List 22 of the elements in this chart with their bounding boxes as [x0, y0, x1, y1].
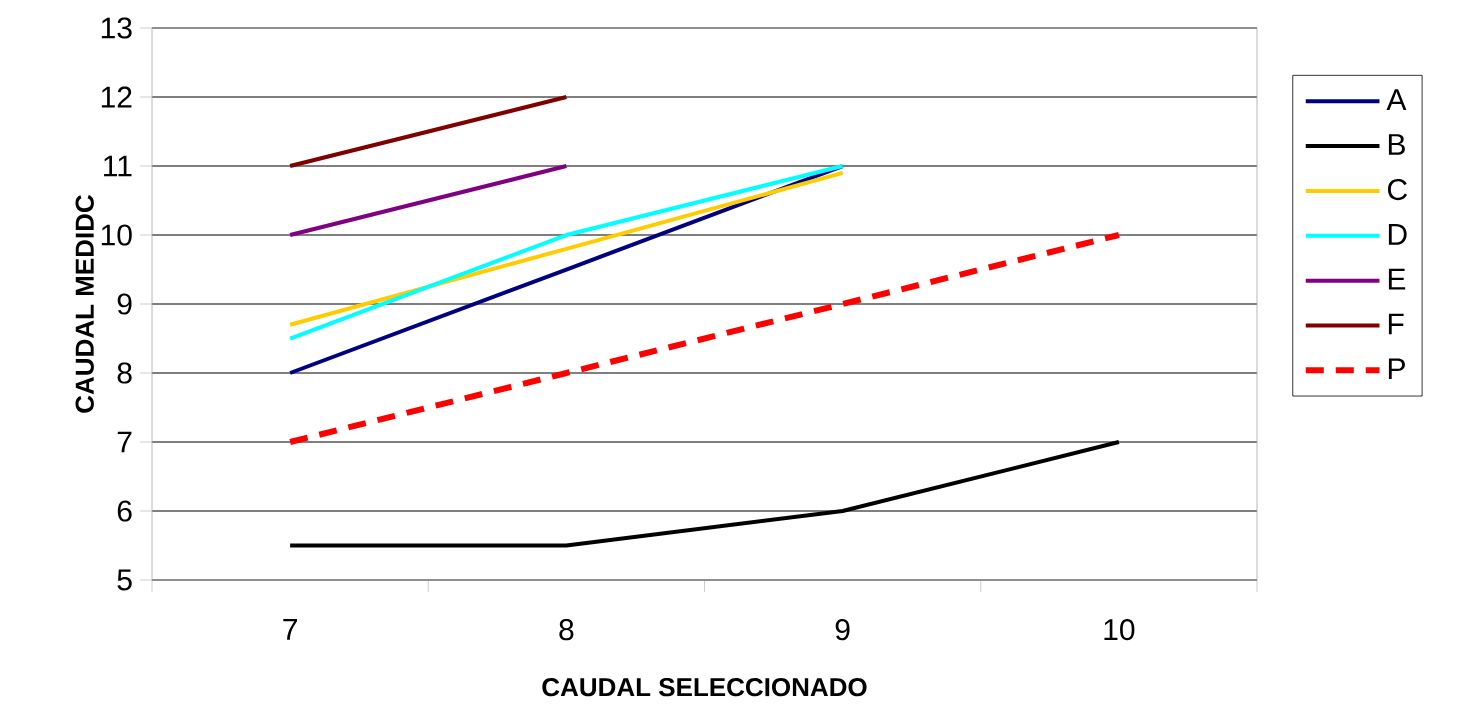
x-tick-label: 7 — [283, 619, 297, 640]
y-tick-label: 10 — [101, 224, 132, 246]
legend-label: C — [1387, 178, 1407, 201]
x-tick-label: 9 — [835, 619, 850, 641]
y-tick-label: 6 — [117, 500, 132, 522]
y-tick-label: 9 — [117, 293, 132, 315]
y-axis-title: CAUDAL MEDIDC — [75, 195, 94, 413]
legend-label: B — [1388, 134, 1405, 155]
x-tick-label: 10 — [1104, 619, 1135, 641]
legend-label: E — [1388, 268, 1406, 290]
x-tick-label: 8 — [559, 619, 574, 641]
legend-label: F — [1388, 313, 1404, 335]
legend-label: A — [1386, 89, 1407, 110]
y-tick-label: 7 — [117, 431, 132, 453]
y-tick-label: 8 — [117, 362, 132, 384]
y-tick-label: 11 — [104, 155, 132, 177]
legend-label: D — [1388, 224, 1407, 245]
y-tick-label: 12 — [101, 86, 132, 108]
legend-label: P — [1388, 358, 1405, 380]
x-axis-title: CAUDAL SELECCIONADO — [542, 677, 867, 697]
y-tick-label: 5 — [117, 569, 132, 591]
y-tick-label: 13 — [101, 17, 132, 39]
